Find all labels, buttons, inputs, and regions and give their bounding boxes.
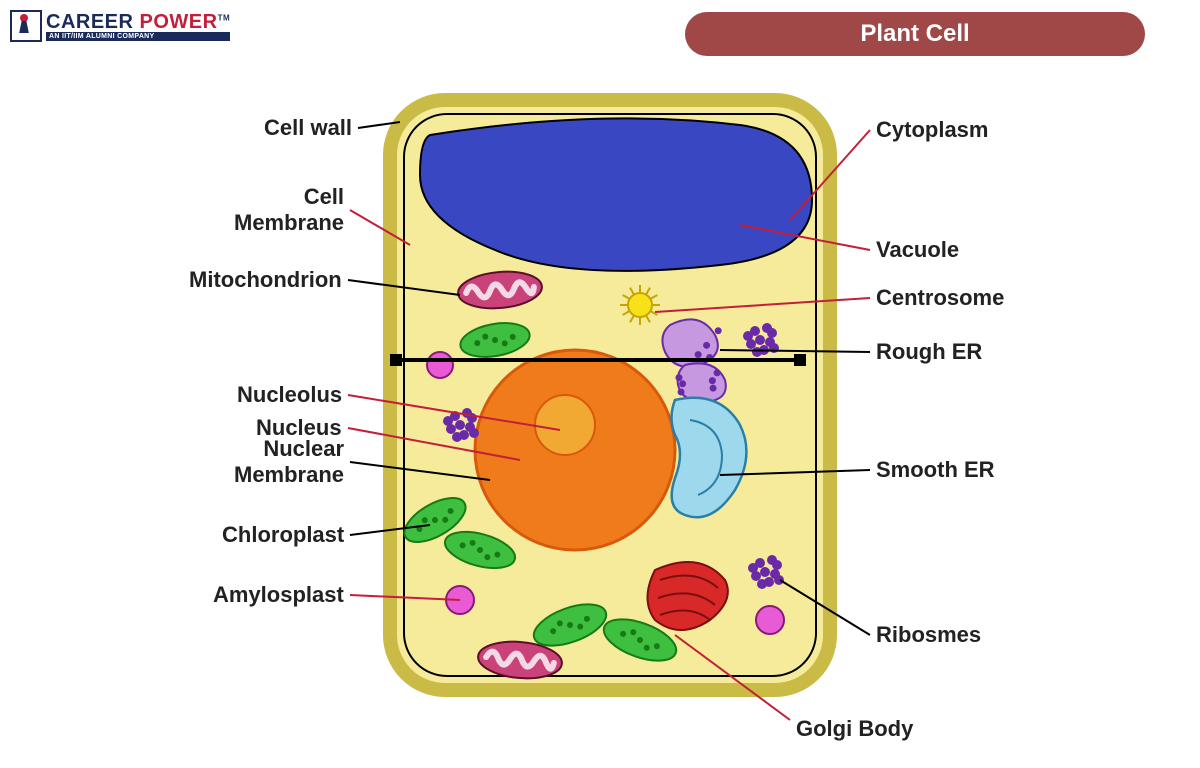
label-nuclear-membrane: NuclearMembrane	[234, 436, 344, 488]
label-cell-wall: Cell wall	[264, 115, 352, 141]
label-vacuole: Vacuole	[876, 237, 959, 263]
label-amylosplast: Amylosplast	[213, 582, 344, 608]
label-golgi-body: Golgi Body	[796, 716, 913, 742]
label-ribosmes: Ribosmes	[876, 622, 981, 648]
label-rough-er: Rough ER	[876, 339, 982, 365]
brand-logo: CAREER POWERTM AN IIT/IIM ALUMNI COMPANY	[10, 10, 230, 42]
diagram-title: Plant Cell	[685, 12, 1145, 56]
logo-icon	[10, 10, 42, 42]
logo-tagline: AN IIT/IIM ALUMNI COMPANY	[46, 32, 230, 41]
label-smooth-er: Smooth ER	[876, 457, 995, 483]
label-chloroplast: Chloroplast	[222, 522, 344, 548]
plant-cell-diagram: Cell wall CellMembrane Mitochondrion Nucleo…	[100, 80, 1100, 760]
label-mitochondrion: Mitochondrion	[189, 267, 342, 293]
label-centrosome: Centrosome	[876, 285, 1004, 311]
diagram-svg	[100, 80, 1100, 760]
logo-wordmark: CAREER POWERTM	[46, 12, 230, 32]
label-cell-membrane: CellMembrane	[234, 184, 344, 236]
label-nucleolus: Nucleolus	[237, 382, 342, 408]
label-cytoplasm: Cytoplasm	[876, 117, 988, 143]
